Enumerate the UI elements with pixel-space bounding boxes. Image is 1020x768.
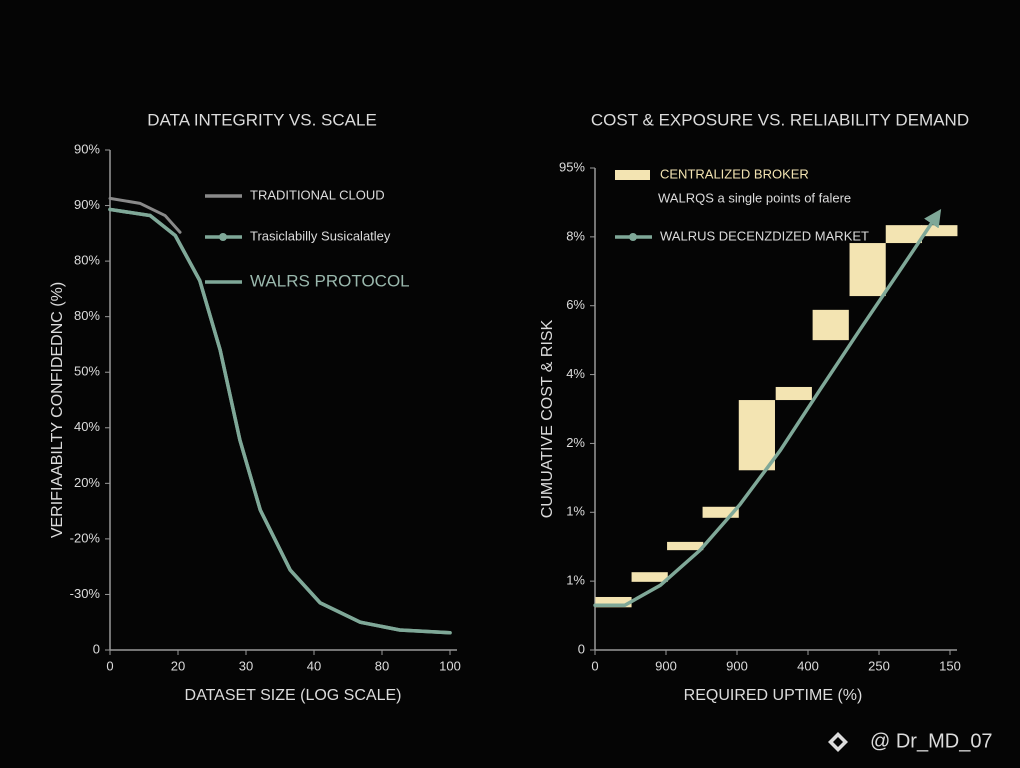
floating-bar [738,400,775,471]
floating-bar [921,225,958,237]
series-line [108,207,452,635]
y-tick-label: 0 [93,641,100,656]
floating-bar [849,243,886,297]
watermark: @ Dr_MD_07 [870,730,993,752]
x-tick-label: 250 [868,658,890,673]
floating-bar [775,386,812,401]
floating-bar [812,309,849,341]
chart-title: DATA INTEGRITY VS. SCALE [147,110,377,129]
x-tick-label: 0 [106,658,113,673]
legend-label: TRADITIONAL CLOUD [250,187,385,202]
series-line [108,196,182,234]
y-tick-label: 90% [74,197,100,212]
y-tick-label: 20% [74,475,100,490]
floating-bar [885,225,922,244]
x-axis-label: DATASET SIZE (LOG SCALE) [185,687,402,704]
y-tick-label: 6% [566,297,585,312]
y-tick-label: 8% [566,228,585,243]
floating-bar [595,596,632,608]
floating-bar [667,541,704,551]
y-tick-label: 80% [74,253,100,268]
x-tick-label: 80 [375,658,389,673]
y-tick-label: -30% [70,586,101,601]
legend-label: CENTRALIZED BROKER [660,166,809,181]
legend-marker [219,233,227,241]
y-tick-label: 2% [566,435,585,450]
y-tick-label: 50% [74,364,100,379]
series-line [593,209,942,607]
x-tick-label: 900 [655,658,677,673]
y-tick-label: 1% [566,504,585,519]
y-tick-label: 95% [559,159,585,174]
annotation: WALRQS a single points of falere [658,190,851,205]
floating-bar [702,506,739,518]
y-axis-label: VERIFIAABILTY CONFIDEDNC (%) [49,282,66,538]
x-tick-label: 900 [726,658,748,673]
y-tick-label: 4% [566,366,585,381]
x-tick-label: 0 [591,658,598,673]
chart-title: COST & EXPOSURE VS. RELIABILITY DEMAND [591,110,969,129]
y-tick-label: 1% [566,573,585,588]
legend-label: WALRS PROTOCOL [250,271,410,290]
legend-swatch [615,170,650,180]
legend-label: WALRUS DECENZDIZED MARKET [660,228,869,243]
x-tick-label: 30 [239,658,253,673]
legend-marker [629,233,637,241]
y-tick-label: -20% [70,530,101,545]
watermark-icon [828,732,848,752]
x-axis-label: REQUIRED UPTIME (%) [684,687,863,704]
x-tick-label: 400 [797,658,819,673]
x-tick-label: 150 [939,658,961,673]
y-tick-label: 0 [578,641,585,656]
x-tick-label: 40 [307,658,321,673]
x-tick-label: 20 [171,658,185,673]
y-tick-label: 40% [74,419,100,434]
y-tick-label: 90% [74,141,100,156]
y-tick-label: 80% [74,308,100,323]
y-axis-label: CUMUATIVE COST & RISK [539,319,556,518]
legend-label: Trasiclabilly Susicalatley [250,228,391,243]
x-tick-label: 100 [439,658,461,673]
floating-bar [631,572,668,582]
